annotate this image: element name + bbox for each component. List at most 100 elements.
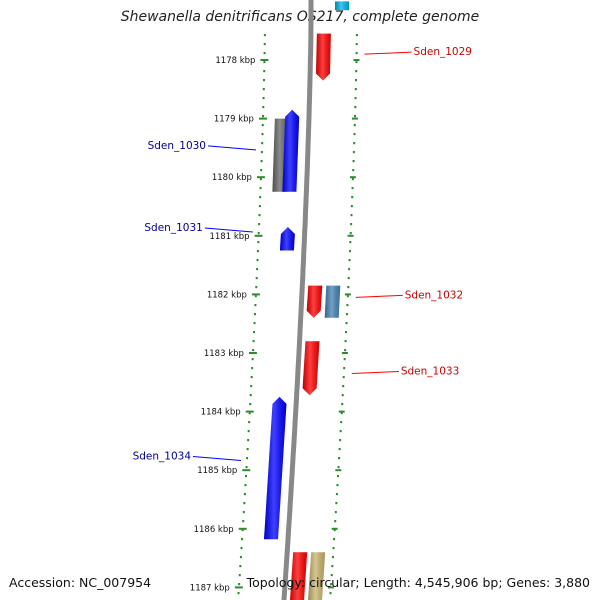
- ring-dot: [337, 475, 340, 478]
- ring-dot: [342, 385, 345, 388]
- ring-dot: [256, 268, 259, 271]
- ring-dot: [355, 43, 358, 46]
- ring-dot: [334, 511, 337, 514]
- ring-dot: [350, 223, 353, 226]
- tick-label: 1183 kbp: [204, 349, 244, 359]
- feature-tan-bottom[interactable]: [308, 552, 326, 600]
- tick-label: 1181 kbp: [209, 232, 249, 242]
- ring-dot: [248, 412, 251, 415]
- label-leader: [207, 145, 257, 151]
- ring-dot: [347, 277, 350, 280]
- ring-dot: [345, 313, 348, 316]
- ring-dot: [255, 286, 258, 289]
- ring-dot: [343, 358, 346, 361]
- label-leader: [355, 294, 403, 298]
- tick-label: 1178 kbp: [215, 56, 255, 66]
- ring-dot: [350, 205, 353, 208]
- ring-dot: [337, 466, 340, 469]
- gene-label-sden_1033[interactable]: Sden_1033: [401, 366, 459, 378]
- gene-sden_1030[interactable]: [282, 109, 300, 192]
- ring-dot: [253, 313, 256, 316]
- ring-dot: [246, 457, 249, 460]
- gene-label-sden_1031[interactable]: Sden_1031: [144, 222, 202, 234]
- ring-dot: [260, 160, 263, 163]
- ring-dot: [332, 547, 335, 550]
- ring-dot: [263, 43, 266, 46]
- ring-dot: [263, 79, 266, 82]
- ring-dot: [334, 520, 337, 523]
- ring-dot: [260, 151, 263, 154]
- gene-sden_1034[interactable]: [264, 396, 287, 540]
- ring-dot: [333, 529, 336, 532]
- tick-label: 1186 kbp: [194, 525, 234, 535]
- tick-label: 1187 kbp: [190, 583, 230, 593]
- ring-dot: [344, 340, 347, 343]
- tick-label: 1179 kbp: [214, 115, 254, 125]
- tick-label: 1182 kbp: [207, 290, 247, 300]
- gene-track: [264, 33, 331, 540]
- feature-red-bottom[interactable]: [290, 552, 308, 600]
- ring-dot: [263, 52, 266, 55]
- ring-dot: [343, 367, 346, 370]
- ring-dot: [263, 70, 266, 73]
- ring-dot: [247, 439, 250, 442]
- ring-dot: [259, 178, 262, 181]
- ring-dot: [241, 538, 244, 541]
- kbp-ticks: 1178 kbp 1179 kbp 1180 kbp 1181 kbp 1182 kbp…: [190, 56, 360, 593]
- ring-dot: [331, 556, 334, 559]
- ring-dot: [247, 430, 250, 433]
- gene-label-sden_1032[interactable]: Sden_1032: [405, 289, 463, 301]
- ring-dot: [341, 394, 344, 397]
- ring-dot: [258, 214, 261, 217]
- ring-dot: [330, 574, 333, 577]
- ring-dot: [253, 331, 256, 334]
- gene-sden_1033[interactable]: [302, 341, 320, 396]
- feature-cyan[interactable]: [335, 1, 349, 11]
- ring-dot: [249, 403, 252, 406]
- backbone-line: [281, 0, 314, 600]
- ring-dot: [248, 421, 251, 424]
- ring-dot: [338, 457, 341, 460]
- ring-dot: [251, 367, 254, 370]
- ring-dot: [262, 115, 265, 118]
- ring-dot: [336, 484, 339, 487]
- feature-steel[interactable]: [324, 285, 341, 318]
- gene-sden_1029[interactable]: [316, 33, 331, 81]
- ring-dot: [257, 232, 260, 235]
- ring-dot: [352, 151, 355, 154]
- gene-sden_1031[interactable]: [279, 227, 295, 251]
- ring-dot: [351, 178, 354, 181]
- ring-dot: [239, 565, 242, 568]
- gene-label-sden_1029[interactable]: Sden_1029: [414, 46, 472, 58]
- ring-dot: [240, 547, 243, 550]
- map-title: Shewanella denitrificans OS217, complete…: [120, 9, 480, 25]
- ring-dot: [344, 349, 347, 352]
- ring-dot: [262, 106, 265, 109]
- ring-dot: [354, 88, 357, 91]
- ring-dot: [259, 187, 262, 190]
- ring-dot: [335, 502, 338, 505]
- gene-label-sden_1034[interactable]: Sden_1034: [133, 450, 192, 462]
- label-leader: [351, 371, 399, 375]
- ring-dot: [262, 97, 265, 100]
- tick-label: 1180 kbp: [212, 173, 252, 183]
- ring-dot: [329, 592, 332, 595]
- ring-dot: [258, 205, 261, 208]
- ring-dot: [255, 277, 258, 280]
- ring-dot: [354, 97, 357, 100]
- ring-dot: [261, 133, 264, 136]
- ring-dot: [262, 88, 265, 91]
- gene-labels: Sden_1029 Sden_1030 Sden_1031 Sden_1032 Sden…: [133, 46, 472, 462]
- label-leader: [192, 455, 242, 461]
- ring-dot: [239, 556, 242, 559]
- ring-dot: [355, 52, 358, 55]
- ring-dot: [355, 34, 358, 37]
- ring-dot: [263, 34, 266, 37]
- ring-dot: [354, 115, 357, 118]
- gene-sden_1032[interactable]: [306, 285, 323, 318]
- gene-label-sden_1030[interactable]: Sden_1030: [148, 140, 206, 152]
- tick-label: 1184 kbp: [201, 408, 241, 418]
- ring-dot: [345, 331, 348, 334]
- ring-dot: [261, 124, 264, 127]
